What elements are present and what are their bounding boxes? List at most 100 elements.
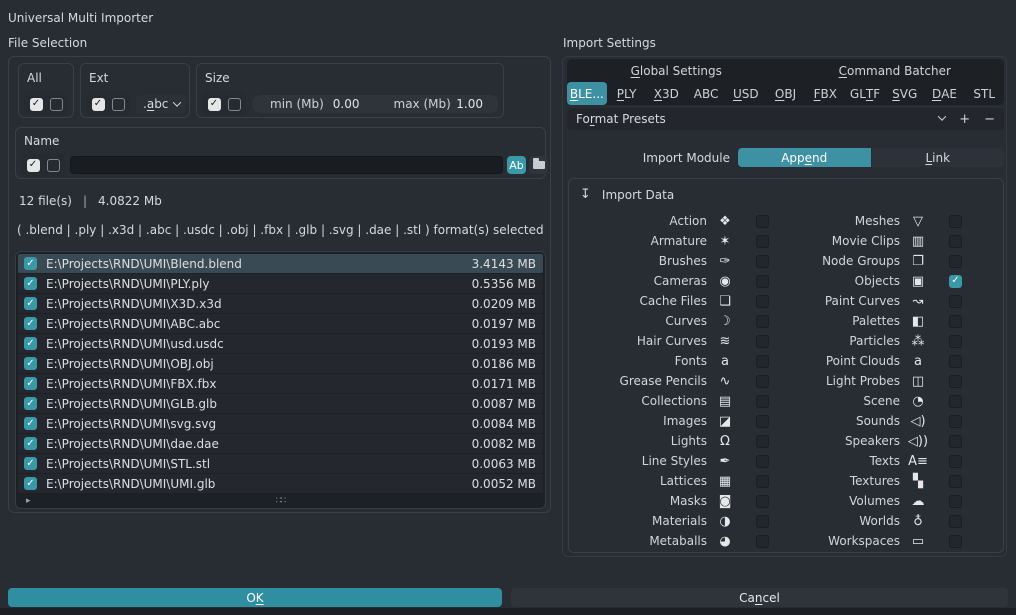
file-checkbox[interactable]: ✓ xyxy=(24,277,37,290)
format-tab-dae[interactable]: D AE xyxy=(931,86,957,101)
format-tab-abc[interactable]: ABC xyxy=(693,86,719,101)
file-checkbox[interactable]: ✓ xyxy=(24,417,37,430)
file-checkbox[interactable]: ✓ xyxy=(24,257,37,270)
file-checkbox[interactable]: ✓ xyxy=(24,437,37,450)
line-styles-checkbox[interactable] xyxy=(756,454,769,468)
metaballs-checkbox[interactable] xyxy=(756,534,769,548)
images-checkbox[interactable] xyxy=(756,414,769,428)
workspaces-checkbox[interactable] xyxy=(949,534,962,548)
tab-group-label[interactable]: Command Batcher xyxy=(838,63,951,78)
volumes-checkbox[interactable] xyxy=(949,494,962,508)
grease-pencils-checkbox[interactable] xyxy=(756,374,769,388)
tab-group-label[interactable]: Global Settings xyxy=(630,63,722,78)
file-row[interactable]: ✓ E:\Projects\RND\UMI\Blend.blend 3.4143… xyxy=(18,254,543,273)
sounds-checkbox[interactable] xyxy=(949,414,962,428)
file-checkbox[interactable]: ✓ xyxy=(24,317,37,330)
speakers-checkbox[interactable] xyxy=(949,434,962,448)
format-tab-strip: Global Settings Command Batcher B LE... P LY… xyxy=(567,59,1004,105)
textures-checkbox[interactable] xyxy=(949,474,962,488)
lights-checkbox[interactable] xyxy=(756,434,769,448)
file-row[interactable]: ✓ E:\Projects\RND\UMI\dae.dae 0.0082 MB xyxy=(18,434,543,453)
file-checkbox[interactable]: ✓ xyxy=(24,477,37,490)
import-data-item-label: Images xyxy=(663,414,707,428)
size-check-checkbox[interactable]: ✓ xyxy=(207,97,221,111)
ok-button[interactable]: OK xyxy=(8,588,502,607)
expand-row-icon[interactable]: ▸ xyxy=(26,496,31,506)
worlds-checkbox[interactable] xyxy=(949,514,962,528)
format-tab-x3d[interactable]: X 3D xyxy=(653,86,679,101)
all-check-checkbox[interactable]: ✓ xyxy=(29,97,43,111)
palettes-checkbox[interactable] xyxy=(949,314,962,328)
name-check-checkbox[interactable]: ✓ xyxy=(26,158,40,172)
file-checkbox[interactable]: ✓ xyxy=(24,377,37,390)
min-size-field[interactable]: min (Mb) 0.00 xyxy=(252,95,376,113)
format-tab-usd[interactable]: U SD xyxy=(732,86,759,101)
node-groups-checkbox[interactable] xyxy=(949,254,962,268)
format-tab-ply[interactable]: P LY xyxy=(616,86,637,101)
format-tab-svg[interactable]: S VG xyxy=(892,86,918,101)
case-sensitive-button[interactable]: Ab xyxy=(507,156,526,174)
file-row[interactable]: ✓ E:\Projects\RND\UMI\GLB.glb 0.0087 MB xyxy=(18,394,543,413)
light-probes-checkbox[interactable] xyxy=(949,374,962,388)
scene-checkbox[interactable] xyxy=(949,394,962,408)
remove-preset-button[interactable]: − xyxy=(984,111,995,127)
particles-checkbox[interactable] xyxy=(949,334,962,348)
collections-checkbox[interactable] xyxy=(756,394,769,408)
action-checkbox[interactable] xyxy=(756,214,769,228)
fonts-checkbox[interactable] xyxy=(756,354,769,368)
brushes-checkbox[interactable] xyxy=(756,254,769,268)
texts-checkbox[interactable] xyxy=(949,454,962,468)
movie-clips-checkbox[interactable] xyxy=(949,234,962,248)
hair-curves-checkbox[interactable] xyxy=(756,334,769,348)
format-tab-stl[interactable]: STL xyxy=(973,86,996,101)
add-preset-button[interactable]: + xyxy=(959,111,971,127)
import-module-append[interactable]: App e nd xyxy=(738,148,871,167)
resize-grip-icon[interactable]: ∷∷ xyxy=(275,496,286,506)
paint-curves-checkbox[interactable] xyxy=(949,294,962,308)
file-row[interactable]: ✓ E:\Projects\RND\UMI\OBJ.obj 0.0186 MB xyxy=(18,354,543,373)
file-checkbox[interactable]: ✓ xyxy=(24,357,37,370)
file-checkbox[interactable]: ✓ xyxy=(24,457,37,470)
cameras-checkbox[interactable] xyxy=(756,274,769,288)
point-clouds-checkbox[interactable] xyxy=(949,354,962,368)
size-uncheck-checkbox[interactable] xyxy=(227,97,241,111)
meshes-checkbox[interactable] xyxy=(949,214,962,228)
file-row[interactable]: ✓ E:\Projects\RND\UMI\svg.svg 0.0084 MB xyxy=(18,414,543,433)
lattices-checkbox[interactable] xyxy=(756,474,769,488)
cache-files-checkbox[interactable] xyxy=(756,294,769,308)
all-uncheck-checkbox[interactable] xyxy=(49,97,63,111)
format-tab-obj[interactable]: O BJ xyxy=(774,86,797,101)
name-uncheck-checkbox[interactable] xyxy=(46,158,60,172)
import-data-item-label: Scene xyxy=(863,394,900,408)
curves-checkbox[interactable] xyxy=(756,314,769,328)
file-checkbox[interactable]: ✓ xyxy=(24,397,37,410)
name-filter-input[interactable] xyxy=(70,156,503,174)
objects-checkbox[interactable]: ✓ xyxy=(949,274,962,288)
format-tab-gltf[interactable]: GL T F xyxy=(849,86,881,101)
file-row[interactable]: ✓ E:\Projects\RND\UMI\STL.stl 0.0063 MB xyxy=(18,454,543,473)
format-presets-dropdown[interactable]: Format Presets + − xyxy=(567,108,1004,130)
file-row[interactable]: ✓ E:\Projects\RND\UMI\ABC.abc 0.0197 MB xyxy=(18,314,543,333)
ext-check-checkbox[interactable]: ✓ xyxy=(91,97,105,111)
max-size-field[interactable]: max (Mb) 1.00 xyxy=(376,95,500,113)
file-row[interactable]: ✓ E:\Projects\RND\UMI\usd.usdc 0.0193 MB xyxy=(18,334,543,353)
file-row[interactable]: ✓ E:\Projects\RND\UMI\PLY.ply 0.5356 MB xyxy=(18,274,543,293)
file-checkbox[interactable]: ✓ xyxy=(24,337,37,350)
file-row[interactable]: ✓ E:\Projects\RND\UMI\UMI.glb 0.0052 MB xyxy=(18,474,543,493)
curve-icon: ☽ xyxy=(719,313,731,329)
file-row[interactable]: ✓ E:\Projects\RND\UMI\FBX.fbx 0.0171 MB xyxy=(18,374,543,393)
file-row[interactable]: ✓ E:\Projects\RND\UMI\X3D.x3d 0.0209 MB xyxy=(18,294,543,313)
cancel-button[interactable]: Cancel xyxy=(511,588,1008,607)
file-checkbox[interactable]: ✓ xyxy=(24,297,37,310)
format-tab-ble[interactable]: B LE... xyxy=(567,82,607,105)
materials-checkbox[interactable] xyxy=(756,514,769,528)
browse-folder-button[interactable] xyxy=(529,156,548,174)
format-tab-fbx[interactable]: F BX xyxy=(813,86,837,101)
masks-checkbox[interactable] xyxy=(756,494,769,508)
armature-checkbox[interactable] xyxy=(756,234,769,248)
background-strip xyxy=(0,608,1016,615)
ext-uncheck-checkbox[interactable] xyxy=(111,97,125,111)
ext-dropdown[interactable]: .abc xyxy=(136,95,186,113)
grease-pencil-icon: ∿ xyxy=(719,373,731,389)
